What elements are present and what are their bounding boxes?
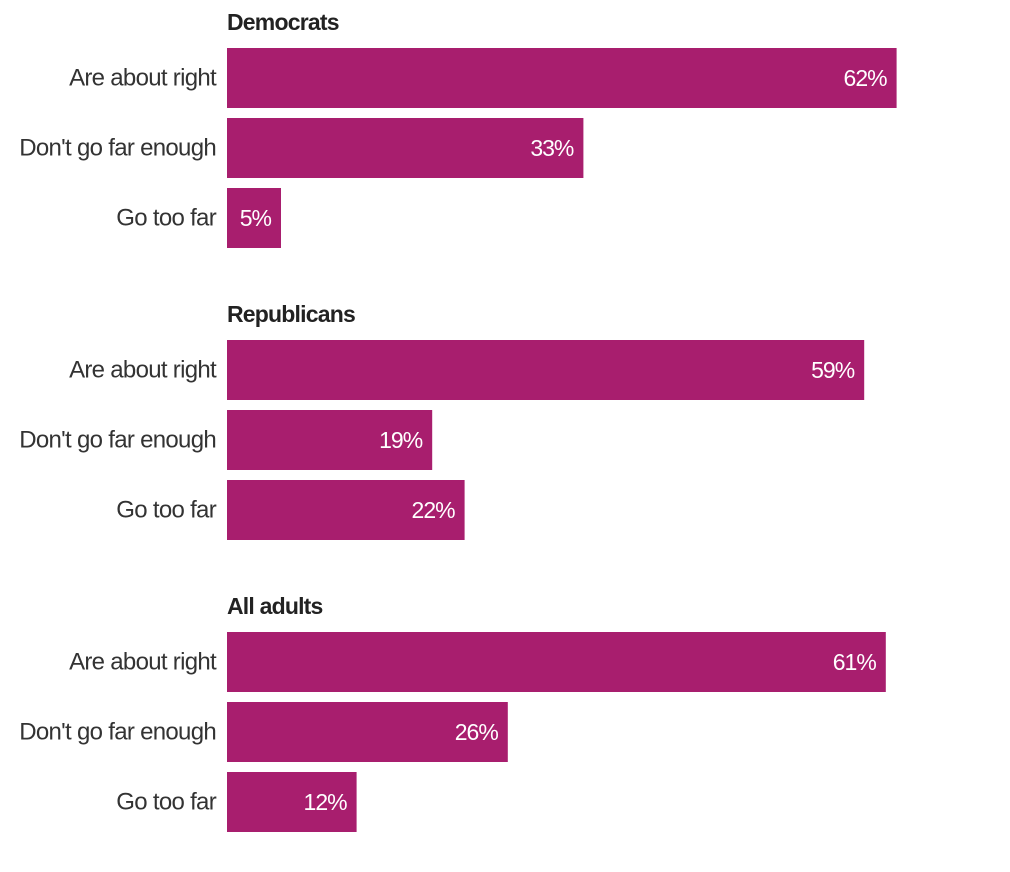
value-label: 12%	[304, 789, 348, 815]
category-label: Go too far	[116, 205, 216, 232]
category-label: Are about right	[69, 357, 217, 384]
value-label: 59%	[811, 357, 855, 383]
value-label: 61%	[833, 649, 877, 675]
group-title: Democrats	[227, 9, 339, 35]
category-label: Are about right	[69, 649, 217, 676]
value-label: 62%	[844, 65, 888, 91]
bar	[227, 48, 897, 108]
group-democrats: Democrats Are about right 62% Don't go far …	[19, 9, 897, 248]
category-label: Go too far	[116, 497, 216, 524]
bar	[227, 118, 584, 178]
category-label: Don't go far enough	[19, 135, 216, 162]
bar	[227, 188, 281, 248]
group-title: All adults	[227, 593, 323, 619]
value-label: 5%	[240, 205, 272, 231]
bar	[227, 480, 465, 540]
category-label: Don't go far enough	[19, 427, 216, 454]
bar	[227, 702, 508, 762]
value-label: 22%	[412, 497, 456, 523]
group-republicans: Republicans Are about right 59% Don't go fa…	[19, 301, 865, 540]
bar	[227, 632, 886, 692]
value-label: 19%	[379, 427, 423, 453]
category-label: Are about right	[69, 65, 217, 92]
category-label: Go too far	[116, 789, 216, 816]
value-label: 33%	[530, 135, 574, 161]
category-label: Don't go far enough	[19, 719, 216, 746]
bar	[227, 340, 865, 400]
value-label: 26%	[455, 719, 499, 745]
bar	[227, 410, 433, 470]
group-all-adults: All adults Are about right 61% Don't go far…	[19, 593, 886, 832]
group-title: Republicans	[227, 301, 355, 327]
bar	[227, 772, 357, 832]
